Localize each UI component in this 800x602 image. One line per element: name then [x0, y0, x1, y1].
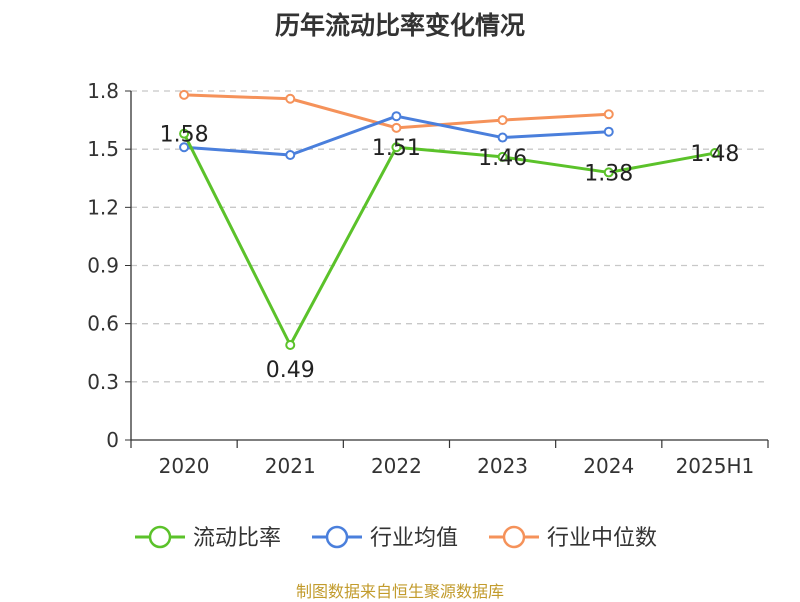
data-point: [179, 89, 190, 100]
data-point: [285, 339, 296, 350]
data-point: [179, 128, 190, 139]
data-label: 1.51: [372, 136, 421, 161]
data-point: [603, 109, 614, 120]
data-label: 1.38: [584, 161, 633, 186]
series-lines: [179, 89, 720, 350]
data-point: [497, 132, 508, 143]
x-tick-label: 2023: [477, 454, 528, 478]
x-tick-label: 2022: [371, 454, 422, 478]
y-tick-label: 0: [106, 428, 119, 452]
footer-source: 制图数据来自恒生聚源数据库: [295, 582, 504, 601]
y-tick-label: 0.3: [87, 370, 119, 394]
y-tick-label: 0.9: [87, 254, 119, 278]
data-point: [603, 167, 614, 178]
data-point: [391, 142, 402, 153]
y-tick-label: 1.2: [87, 195, 119, 219]
y-tick-label: 1.8: [87, 79, 119, 103]
series-line-0: [182, 132, 716, 347]
legend-item[interactable]: 流动比率: [135, 525, 281, 551]
data-label: 0.49: [266, 358, 315, 383]
legend-label: 流动比率: [193, 526, 281, 551]
x-tick-label: 2020: [159, 454, 210, 478]
legend-marker: [502, 525, 526, 549]
data-labels: 1.58 0.49 1.51 1.46 1.38 1.48: [160, 123, 740, 383]
data-point: [497, 115, 508, 126]
data-point: [285, 93, 296, 104]
x-tick-label: 2025H1: [676, 454, 755, 478]
legend-item[interactable]: 行业中位数: [489, 525, 657, 551]
chart-title: 历年流动比率变化情况: [274, 11, 525, 40]
x-tick-label: 2024: [583, 454, 634, 478]
legend-item[interactable]: 行业均值: [312, 525, 458, 551]
data-label: 1.48: [690, 142, 739, 167]
data-point: [391, 122, 402, 133]
data-label: 1.58: [160, 123, 209, 148]
x-tick-label: 2021: [265, 454, 316, 478]
data-point: [285, 149, 296, 160]
data-point: [497, 151, 508, 162]
grid-lines: [131, 90, 768, 383]
data-point: [603, 126, 614, 137]
data-point: [391, 111, 402, 122]
axes: 0 0.3 0.6 0.9 1.2 1.5 1.8 2020 2021 2022 2023 2024 2…: [87, 79, 769, 478]
legend: 流动比率 行业均值 行业中位数: [135, 525, 657, 551]
data-point: [709, 148, 720, 159]
data-label: 1.46: [478, 146, 527, 171]
y-tick-label: 0.6: [87, 312, 119, 336]
legend-label: 行业中位数: [547, 526, 657, 551]
data-point: [179, 142, 190, 153]
legend-marker: [325, 525, 349, 549]
legend-marker: [148, 525, 172, 549]
y-tick-label: 1.5: [87, 137, 119, 161]
legend-label: 行业均值: [370, 526, 458, 551]
